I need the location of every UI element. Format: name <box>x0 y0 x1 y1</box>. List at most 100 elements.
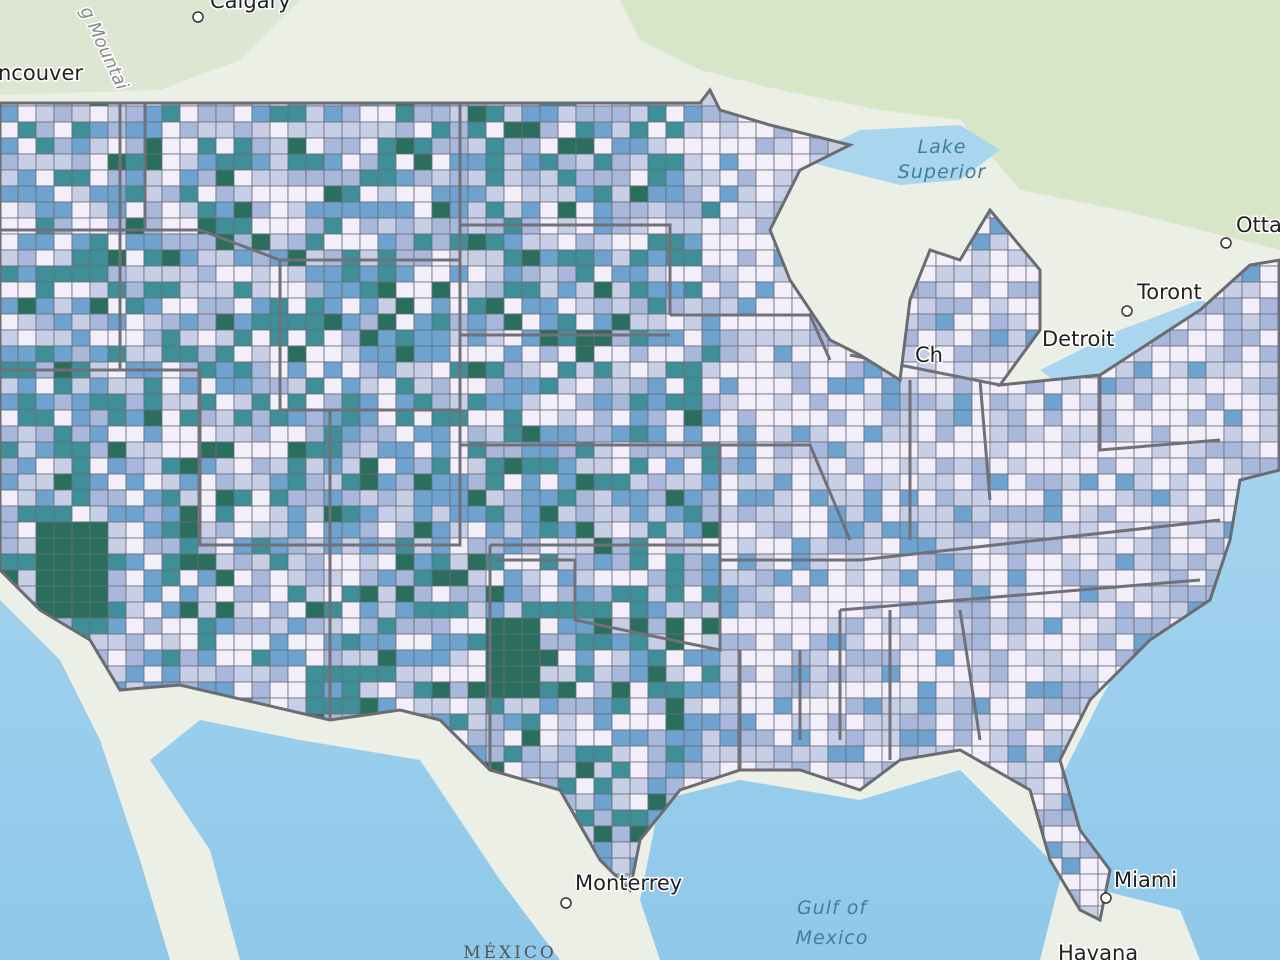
county <box>899 729 919 747</box>
county <box>629 745 649 763</box>
county <box>179 489 199 507</box>
county <box>917 697 937 715</box>
county <box>341 377 361 395</box>
county <box>359 249 379 267</box>
county <box>557 713 577 731</box>
county <box>593 601 613 619</box>
county <box>251 297 271 315</box>
county <box>71 217 91 235</box>
county <box>161 137 181 155</box>
city-dot <box>1220 237 1232 249</box>
county <box>35 425 55 443</box>
county <box>1061 665 1081 683</box>
county <box>197 281 217 299</box>
county <box>773 649 793 667</box>
county <box>647 105 667 123</box>
county <box>1187 329 1207 347</box>
county <box>683 185 703 203</box>
county <box>629 665 649 683</box>
county <box>413 265 433 283</box>
county <box>233 153 253 171</box>
county <box>269 441 289 459</box>
county <box>1007 457 1027 475</box>
county <box>899 681 919 699</box>
county <box>737 169 757 187</box>
county <box>1115 537 1135 555</box>
county <box>71 553 91 571</box>
county <box>1187 537 1207 555</box>
county <box>521 233 541 251</box>
county <box>737 345 757 363</box>
county <box>467 601 487 619</box>
county <box>647 553 667 571</box>
county <box>863 521 883 539</box>
county <box>179 553 199 571</box>
county <box>1133 585 1153 603</box>
county <box>863 585 883 603</box>
county <box>647 713 667 731</box>
county <box>701 729 721 747</box>
county <box>305 249 325 267</box>
county <box>197 617 217 635</box>
county <box>593 345 613 363</box>
county <box>143 281 163 299</box>
county <box>737 185 757 203</box>
county <box>557 297 577 315</box>
county <box>161 425 181 443</box>
county <box>341 201 361 219</box>
county <box>287 441 307 459</box>
county <box>503 585 523 603</box>
county <box>647 201 667 219</box>
county <box>701 233 721 251</box>
county <box>395 521 415 539</box>
county <box>197 137 217 155</box>
county <box>287 473 307 491</box>
county <box>305 281 325 299</box>
county <box>539 601 559 619</box>
county <box>935 713 955 731</box>
county <box>719 633 739 651</box>
county <box>395 185 415 203</box>
county <box>107 649 127 667</box>
county <box>1025 649 1045 667</box>
county <box>71 185 91 203</box>
county <box>521 585 541 603</box>
city-label: Toront <box>1136 280 1202 304</box>
county <box>107 249 127 267</box>
county <box>989 681 1009 699</box>
county <box>341 233 361 251</box>
county <box>323 121 343 139</box>
county <box>755 617 775 635</box>
county <box>665 601 685 619</box>
county <box>359 553 379 571</box>
county <box>233 137 253 155</box>
county <box>341 265 361 283</box>
county <box>377 201 397 219</box>
county <box>53 537 73 555</box>
county <box>35 217 55 235</box>
county <box>71 425 91 443</box>
county <box>413 345 433 363</box>
county <box>143 665 163 683</box>
county <box>35 553 55 571</box>
county <box>305 169 325 187</box>
city-label: Havana <box>1058 941 1138 960</box>
county <box>827 441 847 459</box>
county <box>323 665 343 683</box>
county <box>1061 441 1081 459</box>
county <box>611 601 631 619</box>
county <box>179 521 199 539</box>
county <box>629 313 649 331</box>
county <box>863 729 883 747</box>
county <box>269 457 289 475</box>
county <box>233 217 253 235</box>
county <box>953 313 973 331</box>
county <box>1043 809 1063 827</box>
county <box>107 313 127 331</box>
county <box>341 137 361 155</box>
county <box>71 233 91 251</box>
county <box>89 505 109 523</box>
county <box>557 473 577 491</box>
county <box>89 489 109 507</box>
county <box>611 137 631 155</box>
